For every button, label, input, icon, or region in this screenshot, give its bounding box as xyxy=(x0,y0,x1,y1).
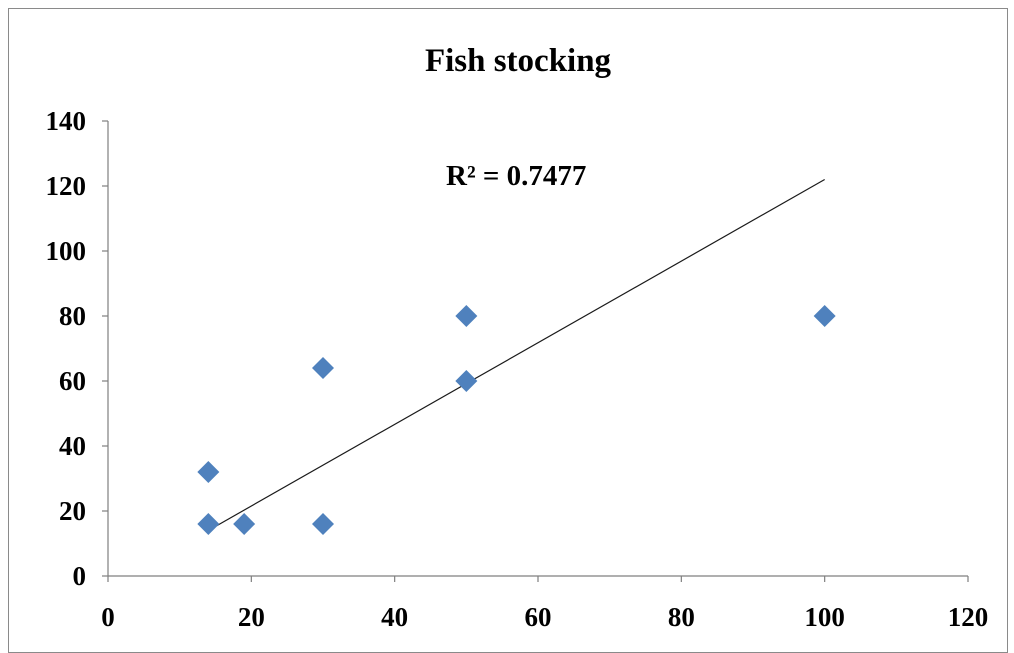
y-tick-label: 60 xyxy=(59,366,86,396)
x-tick-label: 80 xyxy=(668,602,695,632)
r-squared-annotation: R² = 0.7477 xyxy=(446,160,586,192)
data-point xyxy=(197,461,220,483)
y-tick-label: 100 xyxy=(46,236,87,266)
chart-title: Fish stocking xyxy=(425,43,612,79)
data-point xyxy=(455,370,478,392)
trendline xyxy=(208,178,825,532)
x-tick-label: 20 xyxy=(238,602,265,632)
data-point xyxy=(312,513,334,535)
x-tick-label: 120 xyxy=(948,602,989,632)
y-tick-label: 120 xyxy=(46,171,87,201)
y-tick-label: 20 xyxy=(59,496,86,526)
data-point xyxy=(813,305,836,327)
x-tick-label: 100 xyxy=(804,602,845,632)
x-tick-label: 0 xyxy=(101,602,115,632)
x-tick-label: 40 xyxy=(381,602,408,632)
data-point xyxy=(233,513,256,535)
data-point xyxy=(312,357,334,379)
y-tick-label: 0 xyxy=(73,561,87,591)
axes: 0 20 40 60 80 100 120 140 0 20 40 60 80 100 120 xyxy=(46,106,989,632)
y-tick-label: 140 xyxy=(46,106,87,136)
y-tick-label: 40 xyxy=(59,431,86,461)
x-tick-label: 60 xyxy=(525,602,552,632)
data-point xyxy=(455,305,478,327)
data-points xyxy=(197,305,836,535)
trendline-group xyxy=(208,178,825,532)
y-tick-label: 80 xyxy=(59,301,86,331)
chart-frame xyxy=(8,8,1008,653)
data-point xyxy=(197,513,220,535)
